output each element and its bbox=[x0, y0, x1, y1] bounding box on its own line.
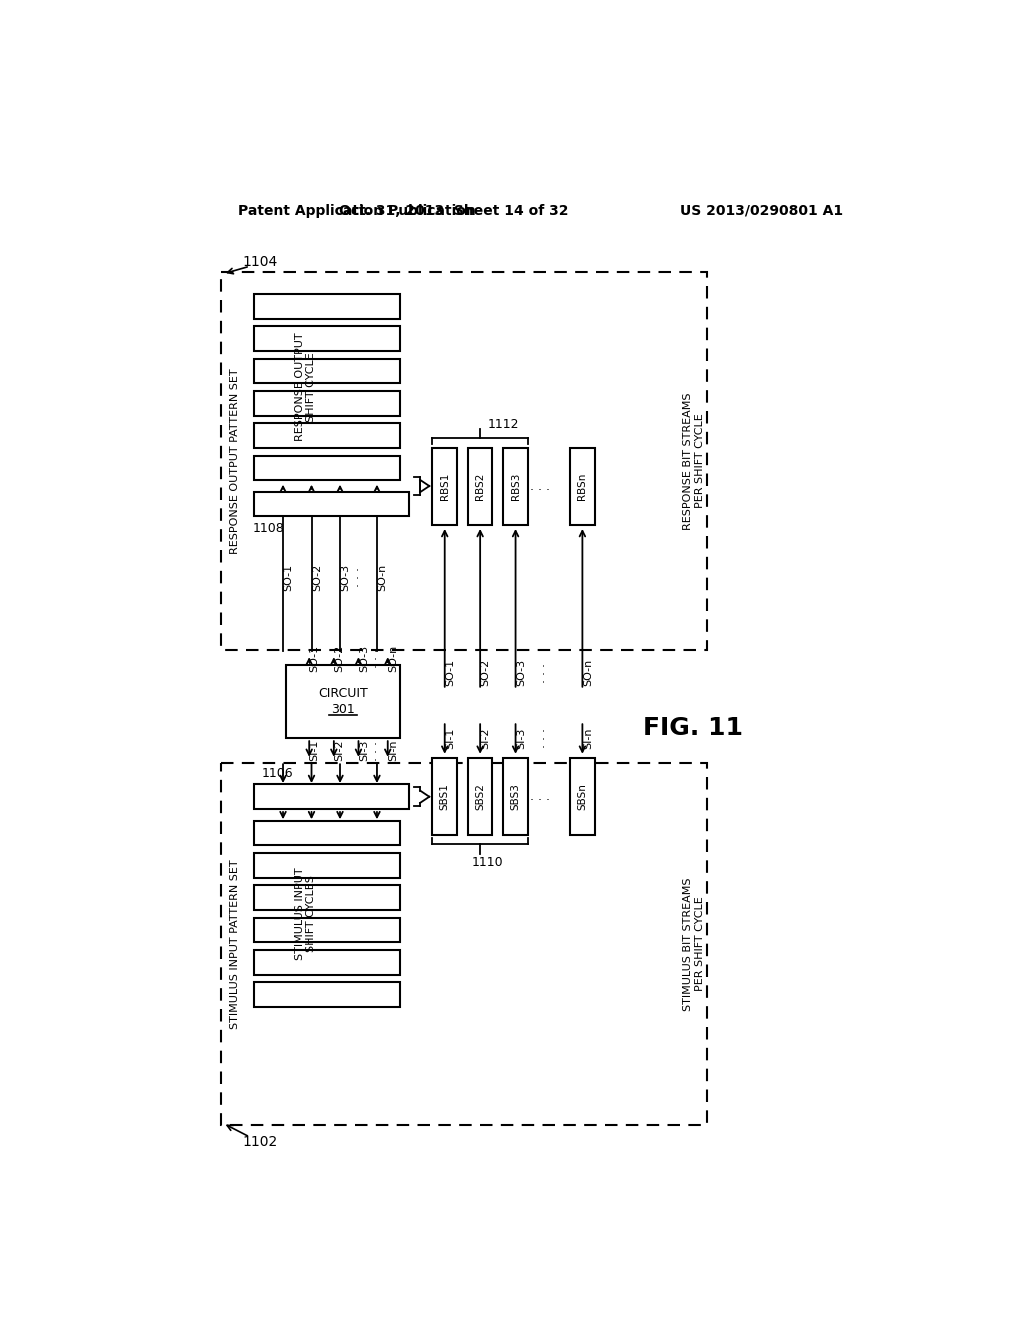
Text: RBSn: RBSn bbox=[578, 473, 588, 500]
Bar bbox=[254, 784, 410, 809]
Text: 1106: 1106 bbox=[261, 767, 293, 780]
Text: SI-3: SI-3 bbox=[358, 739, 369, 762]
Bar bbox=[254, 492, 410, 516]
Text: SI-n: SI-n bbox=[583, 727, 593, 748]
Text: 1110: 1110 bbox=[472, 857, 504, 870]
Text: . . .: . . . bbox=[349, 568, 361, 587]
Text: 1108: 1108 bbox=[252, 523, 284, 536]
Bar bbox=[254, 950, 400, 974]
Text: RESPONSE OUTPUT PATTERN SET: RESPONSE OUTPUT PATTERN SET bbox=[230, 368, 241, 554]
Text: SBS2: SBS2 bbox=[475, 783, 485, 810]
Bar bbox=[254, 359, 400, 383]
Bar bbox=[570, 447, 595, 524]
Text: 1112: 1112 bbox=[487, 418, 519, 430]
Text: . . .: . . . bbox=[368, 741, 380, 760]
Text: SO-1: SO-1 bbox=[309, 644, 319, 672]
Text: SO-n: SO-n bbox=[583, 659, 593, 686]
Bar bbox=[254, 886, 400, 909]
Bar bbox=[254, 982, 400, 1007]
Bar bbox=[468, 758, 493, 836]
Text: STIMULUS INPUT PATTERN SET: STIMULUS INPUT PATTERN SET bbox=[230, 859, 241, 1028]
Text: STIMULUS INPUT
SHIFT CYCLES: STIMULUS INPUT SHIFT CYCLES bbox=[295, 867, 316, 960]
Text: SI-1: SI-1 bbox=[445, 727, 455, 748]
Bar bbox=[221, 272, 707, 649]
Bar bbox=[432, 447, 457, 524]
Text: FIG. 11: FIG. 11 bbox=[643, 717, 742, 741]
Text: 301: 301 bbox=[331, 702, 355, 715]
Bar bbox=[570, 758, 595, 836]
Text: US 2013/0290801 A1: US 2013/0290801 A1 bbox=[680, 203, 844, 218]
Text: SO-3: SO-3 bbox=[358, 644, 369, 672]
Text: SI-2: SI-2 bbox=[334, 739, 344, 762]
Text: SO-3: SO-3 bbox=[516, 659, 526, 686]
Bar bbox=[254, 821, 400, 845]
Bar bbox=[254, 391, 400, 416]
Text: . . .: . . . bbox=[530, 479, 550, 492]
Text: Patent Application Publication: Patent Application Publication bbox=[239, 203, 476, 218]
Text: SBSn: SBSn bbox=[578, 783, 588, 810]
Bar bbox=[503, 758, 528, 836]
Bar bbox=[254, 424, 400, 447]
Text: . . .: . . . bbox=[530, 791, 550, 804]
Text: . . .: . . . bbox=[536, 663, 548, 682]
Text: RBS3: RBS3 bbox=[511, 473, 520, 500]
Text: SI-1: SI-1 bbox=[309, 739, 319, 762]
Bar bbox=[286, 665, 400, 738]
Text: SI-3: SI-3 bbox=[516, 727, 526, 748]
Text: . . .: . . . bbox=[368, 648, 380, 668]
Bar bbox=[503, 447, 528, 524]
Text: SBS3: SBS3 bbox=[511, 783, 520, 810]
Bar bbox=[254, 455, 400, 480]
Text: SI-2: SI-2 bbox=[480, 727, 490, 748]
Text: RBS2: RBS2 bbox=[475, 473, 485, 500]
Text: SO-1: SO-1 bbox=[284, 564, 294, 590]
Text: SO-2: SO-2 bbox=[480, 659, 490, 686]
Text: SI-n: SI-n bbox=[388, 739, 398, 762]
Text: SBS1: SBS1 bbox=[439, 783, 450, 810]
Text: RESPONSE BIT STREAMS
PER SHIFT CYCLE: RESPONSE BIT STREAMS PER SHIFT CYCLE bbox=[683, 392, 705, 529]
Text: RESPONSE OUTPUT
SHIFT CYCLE: RESPONSE OUTPUT SHIFT CYCLE bbox=[295, 333, 316, 441]
Text: . . .: . . . bbox=[536, 729, 548, 748]
Bar bbox=[221, 763, 707, 1125]
Text: SO-2: SO-2 bbox=[312, 564, 322, 591]
Text: 1102: 1102 bbox=[243, 1135, 278, 1148]
Text: SO-2: SO-2 bbox=[334, 644, 344, 672]
Bar bbox=[468, 447, 493, 524]
Text: 1104: 1104 bbox=[243, 255, 278, 269]
Text: SO-1: SO-1 bbox=[445, 659, 455, 686]
Text: SO-n: SO-n bbox=[388, 644, 398, 672]
Text: SO-n: SO-n bbox=[378, 564, 387, 591]
Bar bbox=[254, 294, 400, 318]
Text: CIRCUIT: CIRCUIT bbox=[318, 688, 368, 701]
Text: Oct. 31, 2013  Sheet 14 of 32: Oct. 31, 2013 Sheet 14 of 32 bbox=[339, 203, 568, 218]
Text: SO-3: SO-3 bbox=[340, 564, 350, 590]
Bar bbox=[254, 326, 400, 351]
Text: RBS1: RBS1 bbox=[439, 473, 450, 500]
Bar bbox=[432, 758, 457, 836]
Text: STIMULUS BIT STREAMS
PER SHIFT CYCLE: STIMULUS BIT STREAMS PER SHIFT CYCLE bbox=[683, 876, 705, 1011]
Bar bbox=[254, 853, 400, 878]
Bar bbox=[254, 917, 400, 942]
